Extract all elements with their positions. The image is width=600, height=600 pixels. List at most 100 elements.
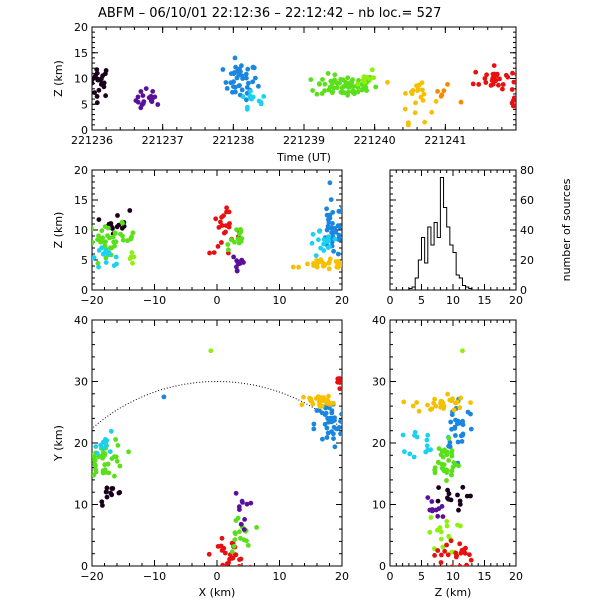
source-point xyxy=(503,72,509,78)
x-tick-label: 0 xyxy=(387,294,394,307)
source-point xyxy=(449,426,454,432)
source-point xyxy=(331,424,337,430)
source-point xyxy=(341,84,346,89)
source-point xyxy=(320,436,325,442)
source-point xyxy=(149,99,155,105)
y-tick-label: 30 xyxy=(372,376,386,389)
source-point xyxy=(327,256,333,262)
source-point xyxy=(322,421,328,427)
source-point xyxy=(415,86,421,92)
source-point xyxy=(460,418,465,424)
source-point xyxy=(442,548,448,554)
source-point xyxy=(460,432,465,438)
source-point xyxy=(103,71,108,77)
source-point xyxy=(468,493,473,499)
y-tick-label: 30 xyxy=(74,376,88,389)
source-point xyxy=(130,230,136,236)
source-point xyxy=(314,264,320,270)
source-point xyxy=(96,264,101,270)
source-point xyxy=(438,452,444,458)
source-point xyxy=(317,81,322,86)
source-point xyxy=(444,542,449,548)
source-point xyxy=(322,81,328,87)
source-point xyxy=(326,393,331,399)
source-point xyxy=(222,550,228,556)
y-axis-label: number of sources xyxy=(560,178,573,281)
source-point xyxy=(428,407,433,412)
source-point xyxy=(310,231,316,237)
source-point xyxy=(247,93,253,99)
source-point xyxy=(436,446,442,451)
y-tick-label: 10 xyxy=(372,499,386,512)
source-point xyxy=(369,67,375,73)
source-point xyxy=(444,478,449,483)
source-point xyxy=(233,531,238,537)
source-point xyxy=(225,242,231,247)
source-point xyxy=(237,83,242,88)
source-point xyxy=(420,87,425,93)
source-point xyxy=(101,80,107,86)
source-point xyxy=(447,440,453,445)
source-point xyxy=(419,80,425,86)
source-point xyxy=(435,459,441,465)
source-point xyxy=(458,395,464,401)
source-point xyxy=(316,237,321,243)
source-point xyxy=(237,231,242,237)
y-tick-label: 15 xyxy=(74,47,88,60)
source-point xyxy=(248,88,253,94)
y-tick-label: 0 xyxy=(81,284,88,297)
x-tick-label: −10 xyxy=(143,570,166,583)
source-point xyxy=(482,76,488,81)
source-point xyxy=(233,552,239,558)
source-point xyxy=(435,548,441,553)
source-point xyxy=(327,419,333,425)
source-point xyxy=(450,464,456,470)
source-point xyxy=(230,89,235,95)
source-point xyxy=(468,426,474,432)
source-point xyxy=(311,421,317,427)
source-point xyxy=(228,570,233,575)
x-tick-label: 5 xyxy=(418,570,425,583)
source-point xyxy=(114,458,120,464)
source-point xyxy=(514,72,516,77)
source-point xyxy=(445,391,450,397)
source-point xyxy=(435,89,440,94)
source-point xyxy=(245,543,251,548)
source-point xyxy=(100,503,105,508)
source-point xyxy=(470,81,476,87)
y-tick-label: 80 xyxy=(520,164,534,177)
plot-frame xyxy=(91,169,343,291)
x-tick-label: 221240 xyxy=(354,134,396,147)
source-point xyxy=(313,253,319,258)
source-point xyxy=(99,228,105,234)
source-point xyxy=(110,234,116,240)
source-point xyxy=(244,75,249,81)
source-point xyxy=(424,437,430,443)
source-point xyxy=(207,250,213,256)
source-point xyxy=(411,454,417,460)
source-point xyxy=(105,461,111,467)
source-point xyxy=(213,216,219,222)
x-tick-label: −20 xyxy=(80,294,103,307)
source-point xyxy=(433,99,439,104)
source-point xyxy=(233,64,239,70)
source-point xyxy=(457,405,463,411)
source-point xyxy=(231,71,237,77)
x-height-panel: −20 −10 0 10 20 0 5 10 15 20 Z (km) xyxy=(52,164,349,307)
source-point xyxy=(143,86,149,91)
source-point xyxy=(237,66,242,72)
source-point xyxy=(432,465,438,471)
source-point xyxy=(314,91,320,97)
source-point xyxy=(133,98,139,103)
source-point xyxy=(458,523,463,529)
source-point xyxy=(129,250,135,256)
source-point xyxy=(150,89,156,94)
source-point xyxy=(442,468,448,473)
source-point xyxy=(439,92,445,98)
source-point xyxy=(355,89,361,95)
source-point xyxy=(340,205,342,210)
source-point xyxy=(424,443,430,449)
source-point xyxy=(261,94,267,99)
